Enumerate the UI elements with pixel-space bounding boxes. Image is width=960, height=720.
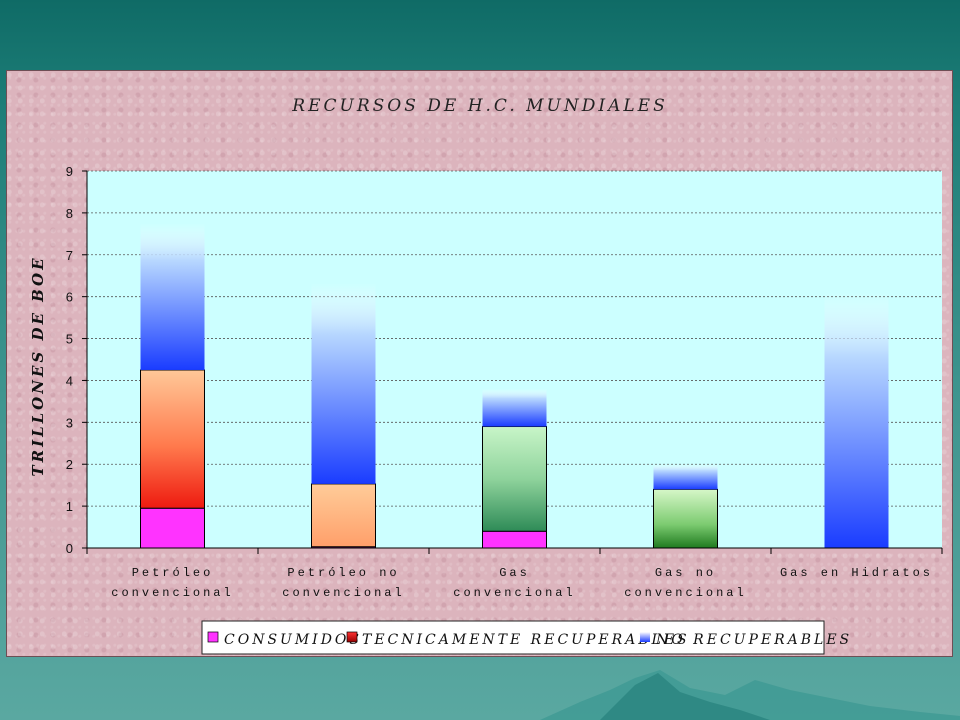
x-axis-labels: Petróleo convencional Petróleo no convencio… [111, 566, 933, 600]
bars-group [140, 223, 889, 549]
bar-tecnicamente-recuperables [482, 426, 547, 532]
bar-no-recuperables [311, 282, 376, 484]
bar-no-recuperables [482, 388, 547, 427]
legend-swatch-tecnicamente [346, 631, 358, 643]
bar-no-recuperables [653, 464, 718, 490]
legend-swatch-no-recuperables [640, 632, 650, 642]
y-tick-label: 8 [66, 206, 73, 221]
x-tick-label: Petróleo [132, 566, 214, 580]
mountain-decoration [540, 670, 960, 720]
bar-no-recuperables [140, 223, 205, 370]
bar-consumidos [140, 507, 205, 549]
y-tick-label: 7 [66, 248, 73, 263]
bar-tecnicamente-recuperables [311, 483, 376, 548]
gridlines [87, 170, 942, 507]
legend-label-tecnicamente: TECNICAMENTE RECUPERABLES [362, 632, 690, 648]
bar-tecnicamente-recuperables [653, 488, 718, 549]
bar-tecnicamente-recuperables [140, 369, 205, 509]
y-tick-label: 2 [66, 457, 73, 472]
x-tick-label: convencional [624, 586, 746, 600]
chart-title: RECURSOS DE H.C. MUNDIALES [291, 96, 667, 116]
x-tick-label: Gas en Hidratos [780, 566, 933, 580]
x-tick-label: convencional [453, 586, 575, 600]
y-tick-label: 9 [66, 164, 73, 179]
y-tick-label: 6 [66, 290, 73, 305]
y-tick-label: 5 [66, 332, 73, 347]
y-tick-label: 3 [66, 415, 73, 430]
x-tick-label: Gas [499, 566, 530, 580]
y-tick-label: 1 [66, 499, 73, 514]
legend-box [201, 620, 825, 655]
bar-consumidos [482, 530, 547, 549]
x-tick-label: Petróleo no [287, 566, 399, 580]
legend-label-no-recuperables: NO RECUPERABLES [655, 632, 852, 648]
y-tick-label: 0 [66, 541, 73, 556]
axes-group: 0 1 2 3 4 5 6 7 8 9 [66, 164, 943, 556]
bar-no-recuperables [824, 292, 889, 548]
y-tick-label: 4 [66, 373, 73, 388]
legend-label-consumidos: CONSUMIDOS [224, 632, 362, 648]
legend-swatch-consumidos [207, 631, 219, 643]
y-axis-label: TRILLONES DE BOE [29, 255, 47, 476]
legend: CONSUMIDOS TECNICAMENTE RECUPERABLES NO … [201, 620, 852, 655]
x-tick-label: convencional [111, 586, 233, 600]
x-tick-label: Gas no [655, 566, 716, 580]
x-tick-label: convencional [282, 586, 404, 600]
